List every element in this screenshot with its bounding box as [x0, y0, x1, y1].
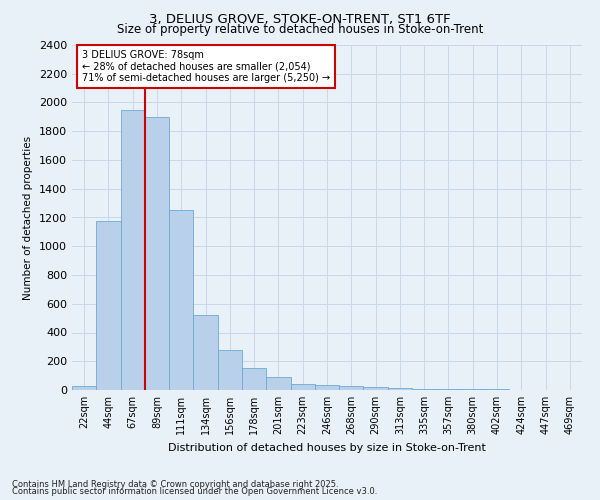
- Bar: [339, 386, 364, 390]
- Bar: [72, 386, 96, 390]
- Text: Size of property relative to detached houses in Stoke-on-Trent: Size of property relative to detached ho…: [117, 22, 483, 36]
- Bar: [145, 117, 169, 390]
- Bar: [266, 377, 290, 390]
- Bar: [315, 385, 339, 390]
- Text: 3, DELIUS GROVE, STOKE-ON-TRENT, ST1 6TF: 3, DELIUS GROVE, STOKE-ON-TRENT, ST1 6TF: [149, 12, 451, 26]
- Bar: [412, 388, 436, 390]
- Bar: [290, 384, 315, 390]
- Text: Contains public sector information licensed under the Open Government Licence v3: Contains public sector information licen…: [12, 487, 377, 496]
- Bar: [364, 387, 388, 390]
- Bar: [388, 388, 412, 390]
- Y-axis label: Number of detached properties: Number of detached properties: [23, 136, 34, 300]
- Bar: [169, 210, 193, 390]
- Bar: [218, 350, 242, 390]
- Bar: [193, 316, 218, 390]
- Text: Contains HM Land Registry data © Crown copyright and database right 2025.: Contains HM Land Registry data © Crown c…: [12, 480, 338, 489]
- Bar: [242, 368, 266, 390]
- X-axis label: Distribution of detached houses by size in Stoke-on-Trent: Distribution of detached houses by size …: [168, 442, 486, 452]
- Text: 3 DELIUS GROVE: 78sqm
← 28% of detached houses are smaller (2,054)
71% of semi-d: 3 DELIUS GROVE: 78sqm ← 28% of detached …: [82, 50, 331, 84]
- Bar: [96, 221, 121, 390]
- Bar: [121, 110, 145, 390]
